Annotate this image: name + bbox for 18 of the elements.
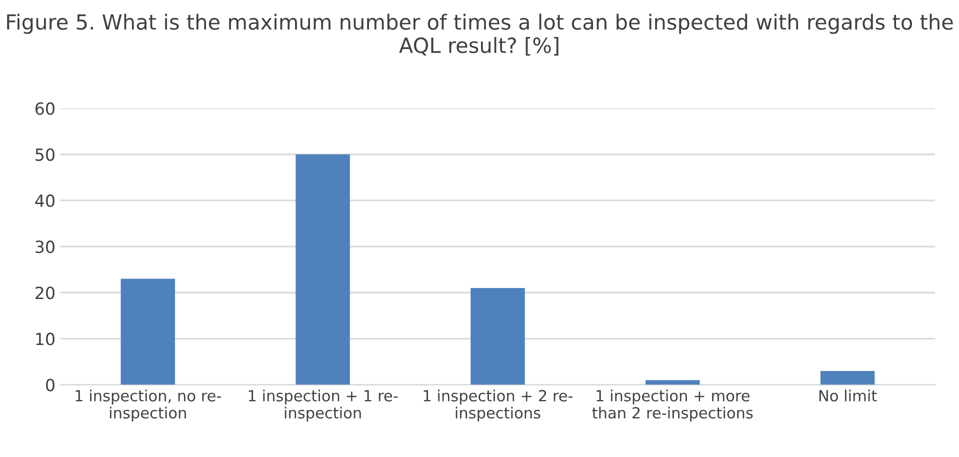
chart-title: Figure 5. What is the maximum number of times a lot can be inspected with regards to the AQL result? [%] — [7, 14, 953, 56]
y-tick-label: 0 — [46, 378, 54, 392]
y-tick-label: 60 — [36, 102, 54, 115]
bar — [120, 278, 175, 385]
x-tick-label: No limit — [819, 390, 877, 402]
x-tick-label: 1 inspection + 2 re-inspections — [424, 390, 573, 422]
y-tick-label: 20 — [36, 286, 54, 300]
y-tick-label: 50 — [36, 148, 54, 161]
bar — [646, 380, 700, 385]
y-tick-label: 30 — [36, 240, 54, 254]
y-tick-label: 40 — [35, 194, 54, 208]
x-tick-label: 1 inspection + more than 2 re-inspections — [592, 390, 753, 422]
bar — [296, 154, 350, 385]
bar — [470, 288, 525, 385]
y-tick-label: 10 — [36, 332, 54, 346]
x-tick-label: 1 inspection, no re-inspection — [76, 390, 221, 422]
bar — [820, 370, 875, 385]
x-tick-label: 1 inspection + 1 re-inspection — [248, 390, 398, 422]
